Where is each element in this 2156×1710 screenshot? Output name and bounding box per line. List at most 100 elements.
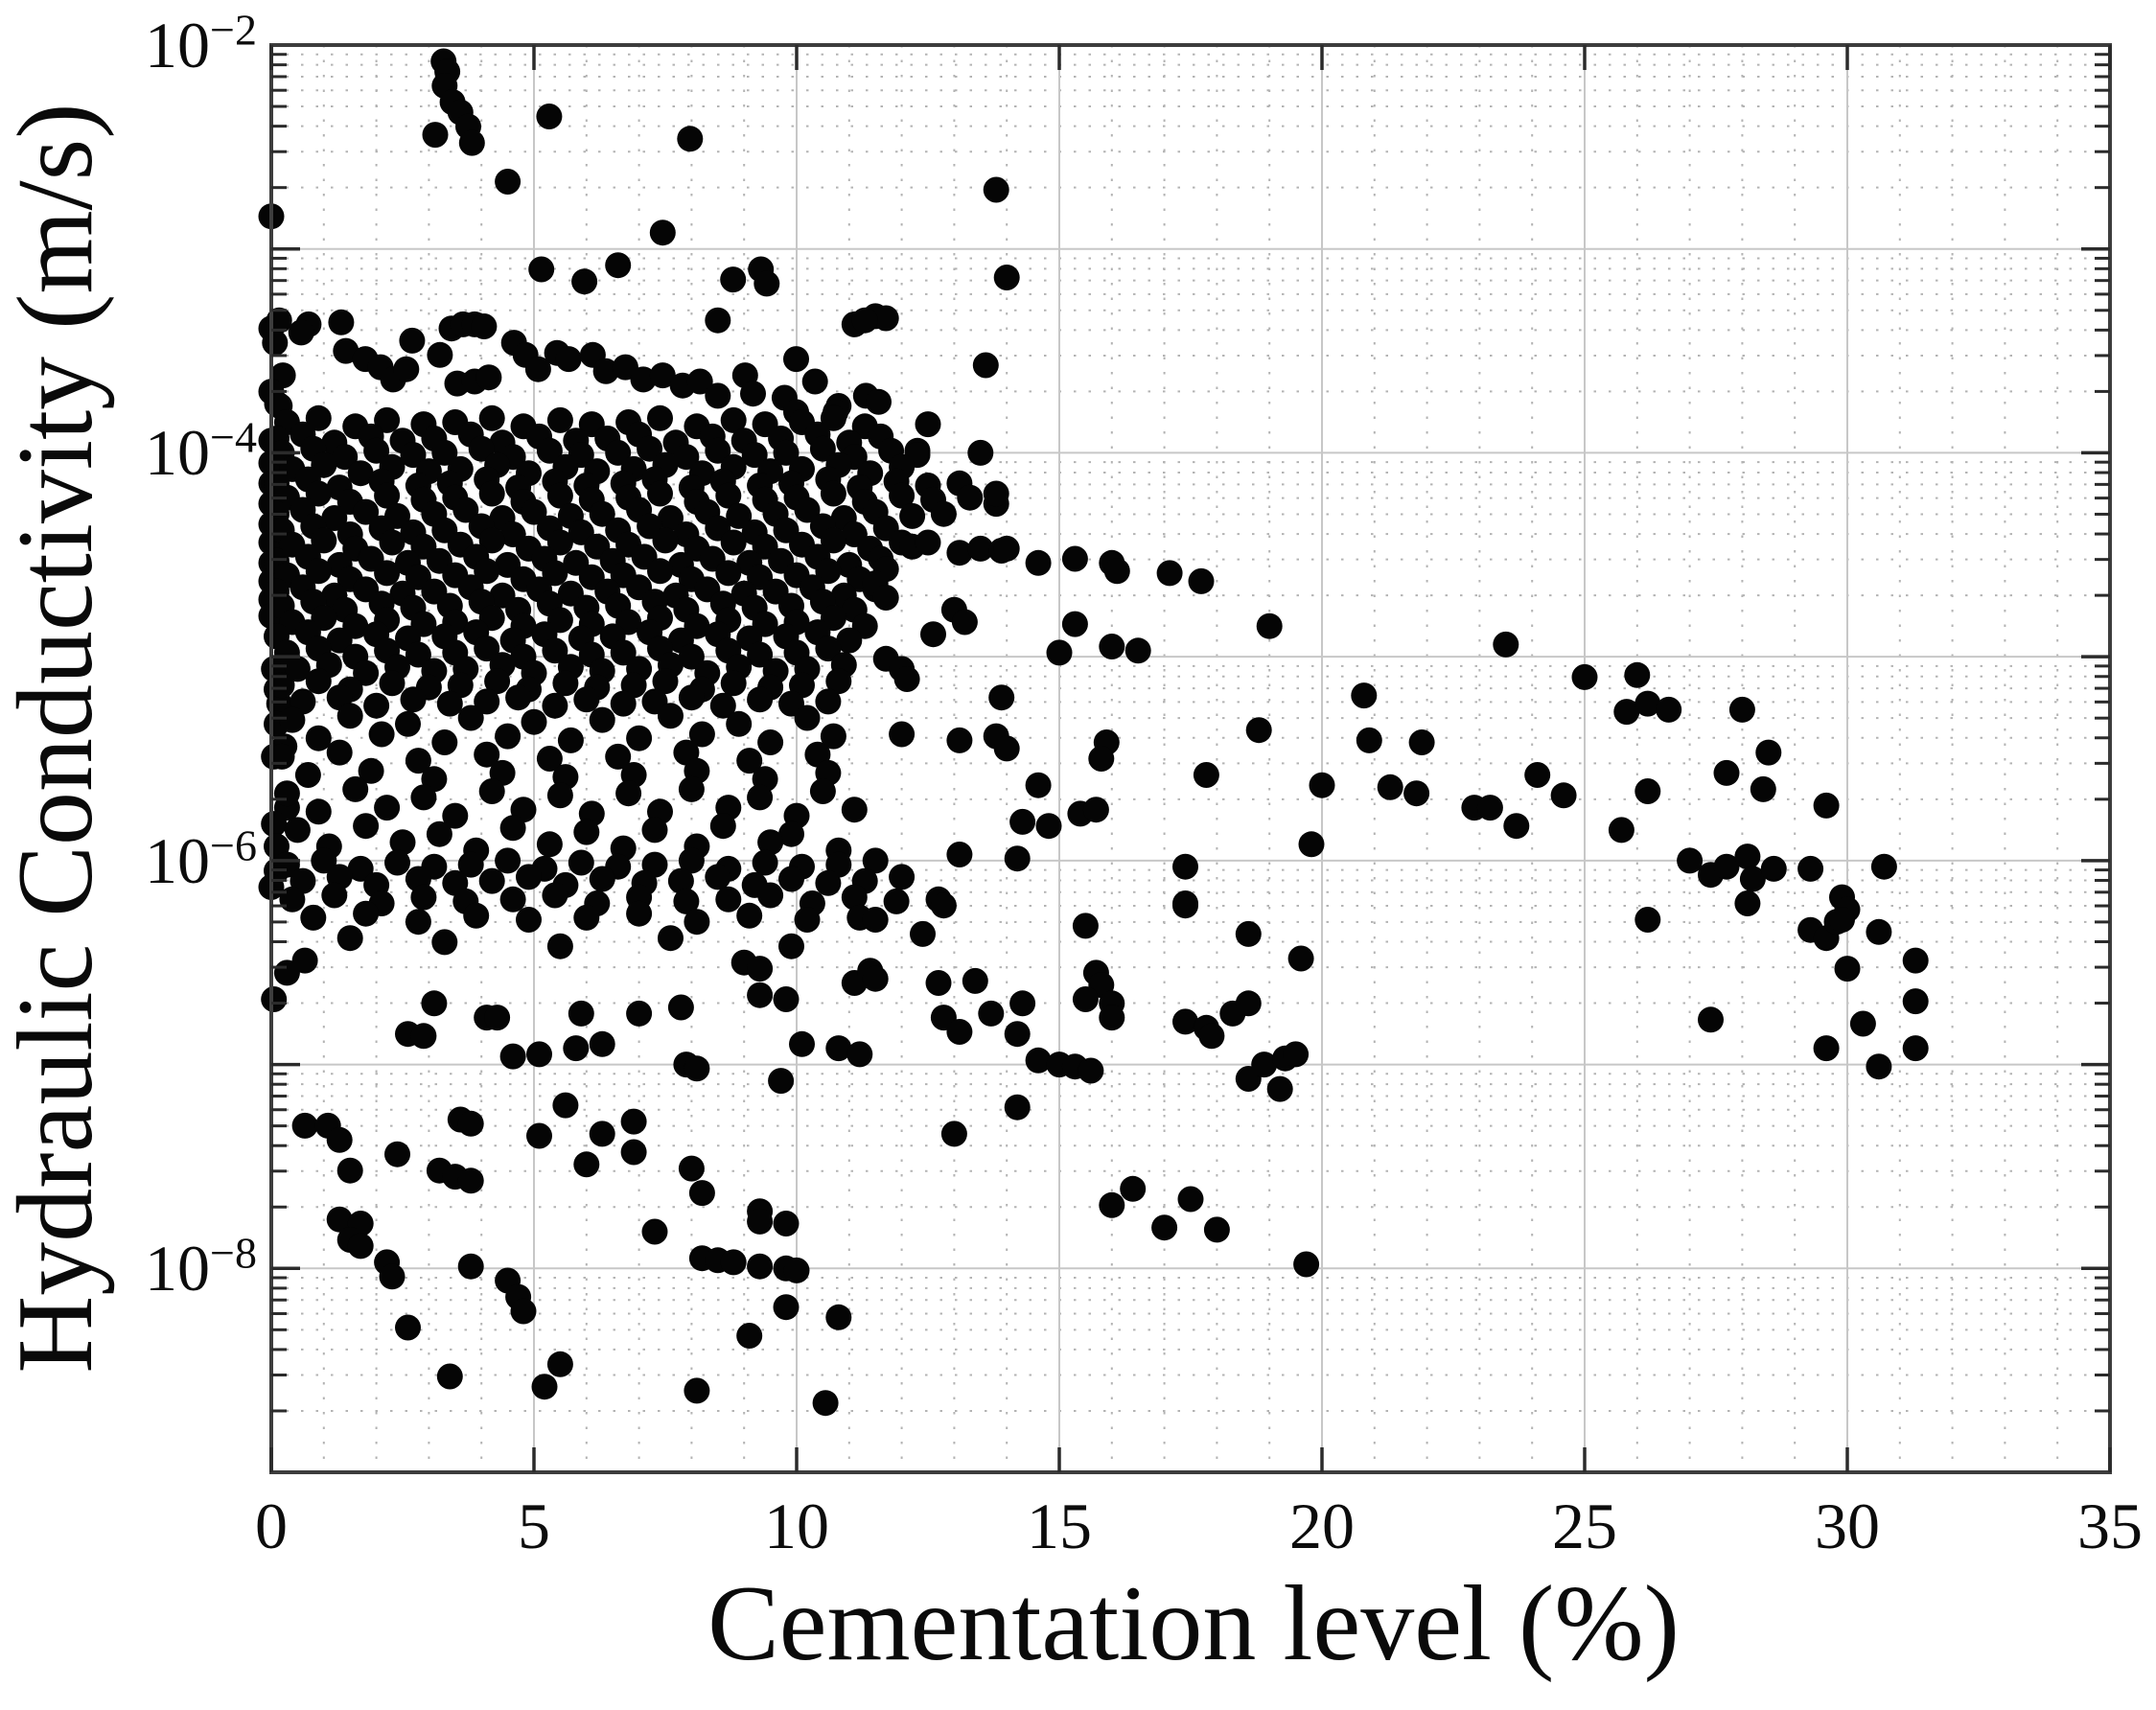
data-point <box>542 560 568 587</box>
data-point <box>321 882 348 909</box>
data-point <box>358 757 384 784</box>
data-point <box>1177 1186 1204 1213</box>
data-point <box>673 444 700 471</box>
data-point <box>1755 739 1782 766</box>
x-tick-label: 15 <box>1027 1490 1092 1562</box>
data-point <box>261 811 288 838</box>
data-point <box>967 535 994 562</box>
data-point <box>1713 759 1740 786</box>
data-point <box>1813 1035 1840 1062</box>
data-point <box>684 1055 710 1082</box>
data-point <box>910 920 936 947</box>
data-point <box>573 904 600 931</box>
data-point <box>794 705 821 731</box>
data-point <box>326 1126 353 1153</box>
data-point <box>436 690 463 717</box>
data-point <box>1476 795 1503 821</box>
data-point <box>1078 1057 1104 1084</box>
data-point <box>915 529 941 556</box>
plot-frame <box>269 43 2112 1474</box>
data-point <box>915 411 941 438</box>
data-point <box>1156 560 1183 587</box>
data-point <box>747 784 774 811</box>
data-point <box>284 817 311 843</box>
data-point <box>546 933 573 959</box>
data-point <box>1866 1053 1892 1080</box>
data-point <box>478 404 505 431</box>
data-points <box>258 48 1929 1417</box>
data-point <box>573 686 600 713</box>
data-point <box>1072 913 1099 939</box>
data-point <box>326 627 353 654</box>
data-point <box>862 965 889 992</box>
data-point <box>1203 1216 1230 1243</box>
data-point <box>820 404 846 431</box>
data-point <box>747 1253 774 1280</box>
data-point <box>983 480 1009 507</box>
data-point <box>720 529 747 556</box>
data-point <box>452 497 479 523</box>
data-point <box>573 1151 600 1178</box>
data-point <box>1377 774 1403 800</box>
data-point <box>1172 1008 1198 1035</box>
data-point <box>820 723 846 750</box>
data-point <box>284 656 311 682</box>
data-point <box>720 670 747 697</box>
data-point <box>294 762 321 788</box>
data-point <box>405 748 431 774</box>
data-point <box>1656 696 1682 723</box>
data-point <box>709 813 736 840</box>
data-point <box>626 900 653 927</box>
data-point <box>1550 782 1577 809</box>
data-point <box>1677 847 1704 874</box>
data-point <box>410 884 437 911</box>
data-point <box>405 909 431 936</box>
data-point <box>410 784 437 811</box>
data-point <box>1046 639 1073 666</box>
data-point <box>1025 1047 1052 1074</box>
data-point <box>678 1155 705 1182</box>
data-point <box>649 220 676 246</box>
data-point <box>1004 1021 1031 1048</box>
data-point <box>442 802 469 829</box>
data-point <box>789 1030 815 1057</box>
data-point <box>605 743 632 770</box>
data-point <box>524 356 551 382</box>
data-point <box>384 1141 410 1167</box>
data-point <box>1266 1075 1293 1102</box>
data-point <box>1408 729 1435 755</box>
data-point <box>925 970 952 996</box>
data-point <box>478 867 505 894</box>
data-point <box>568 1000 594 1027</box>
data-point <box>920 621 946 648</box>
data-point <box>546 1351 573 1377</box>
data-point <box>589 500 615 527</box>
data-point <box>395 710 421 737</box>
data-point <box>715 886 742 913</box>
data-point <box>967 439 994 466</box>
data-point <box>1151 1214 1178 1241</box>
data-point <box>262 330 289 357</box>
data-point <box>626 725 653 751</box>
data-point <box>347 1233 374 1259</box>
data-point <box>1902 1035 1929 1062</box>
data-point <box>972 352 999 379</box>
data-point <box>474 635 500 662</box>
data-point <box>1524 762 1551 788</box>
data-point <box>305 480 332 507</box>
data-point <box>747 1208 774 1235</box>
data-point <box>678 847 705 874</box>
data-point <box>478 778 505 804</box>
data-point <box>709 692 736 719</box>
y-tick-label: 10−6 <box>145 820 257 897</box>
data-point <box>978 1000 1005 1027</box>
data-point <box>1298 831 1325 858</box>
data-point <box>1728 696 1755 723</box>
data-point <box>678 643 705 670</box>
data-point <box>526 1122 552 1149</box>
data-point <box>552 1092 579 1119</box>
data-point <box>305 725 332 751</box>
plot-frame-rect <box>269 43 2112 1474</box>
data-point <box>846 1041 873 1068</box>
data-point <box>1634 690 1661 717</box>
